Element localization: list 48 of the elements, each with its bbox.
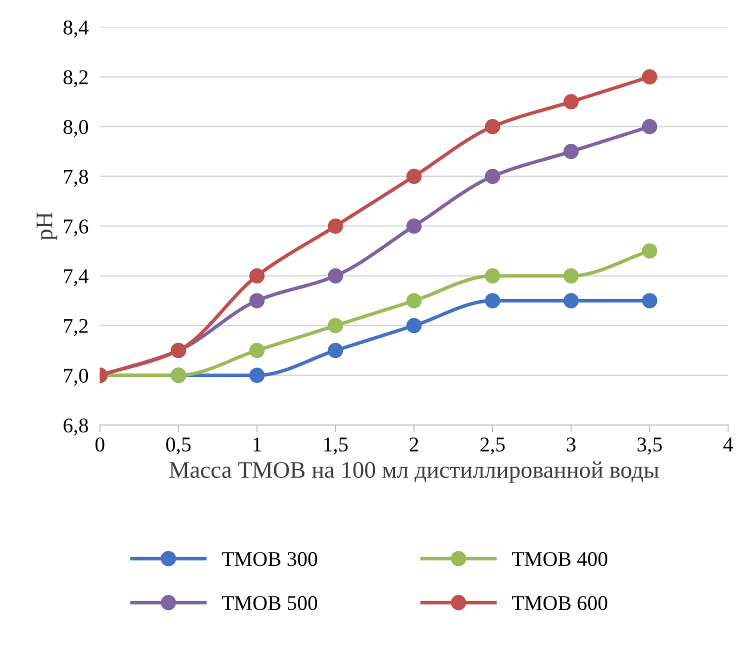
legend-label: ТМОВ 300 xyxy=(222,552,318,566)
point xyxy=(563,268,579,284)
legend-label: ТМОВ 600 xyxy=(512,596,608,610)
y-tick-label: 8,0 xyxy=(64,120,88,138)
point xyxy=(642,118,658,134)
legend-label: ТМОВ 400 xyxy=(512,552,608,566)
point xyxy=(328,318,344,334)
x-tick-label: 4 xyxy=(723,438,734,452)
x-tick-label: 1 xyxy=(254,438,261,452)
point xyxy=(642,69,658,85)
point xyxy=(328,268,344,284)
point xyxy=(406,318,422,334)
y-tick-label: 7,6 xyxy=(64,220,88,237)
x-tick-label: 3 xyxy=(566,438,576,452)
y-tick-label: 6,8 xyxy=(64,418,88,436)
point xyxy=(249,293,265,308)
point xyxy=(484,293,500,308)
x-axis-title: Масса ТМОВ на 100 мл дистиллированной воды xyxy=(169,462,659,483)
legend-label: ТМОВ 500 xyxy=(222,596,318,610)
x-tick-label: 1,5 xyxy=(324,438,348,455)
x-tick-label: 0 xyxy=(95,437,104,452)
point xyxy=(484,268,500,284)
point xyxy=(406,168,422,184)
y-tick-label: 8,2 xyxy=(64,70,88,88)
x-tick-label: 2,5 xyxy=(480,438,505,455)
x-tick-label: 3,5 xyxy=(638,438,662,455)
x-tick-label: 2 xyxy=(410,438,418,452)
y-tick-label: 7,2 xyxy=(64,319,88,336)
point xyxy=(563,144,579,160)
point xyxy=(406,218,422,234)
point xyxy=(563,293,579,308)
y-axis-title: pH xyxy=(36,212,58,240)
point xyxy=(328,342,344,358)
point xyxy=(328,218,344,234)
point xyxy=(249,368,265,383)
y-tick-label: 7,4 xyxy=(64,269,88,286)
point xyxy=(642,243,658,259)
point xyxy=(563,94,579,110)
point xyxy=(249,342,265,358)
point xyxy=(642,293,658,308)
point xyxy=(484,168,500,184)
point xyxy=(406,293,422,308)
point xyxy=(484,118,500,134)
x-tick-label: 0,5 xyxy=(166,437,191,455)
point xyxy=(249,268,265,284)
y-tick-label: 7,8 xyxy=(64,170,88,187)
y-tick-label: 8,4 xyxy=(64,20,88,38)
y-tick-label: 7,0 xyxy=(64,368,88,386)
